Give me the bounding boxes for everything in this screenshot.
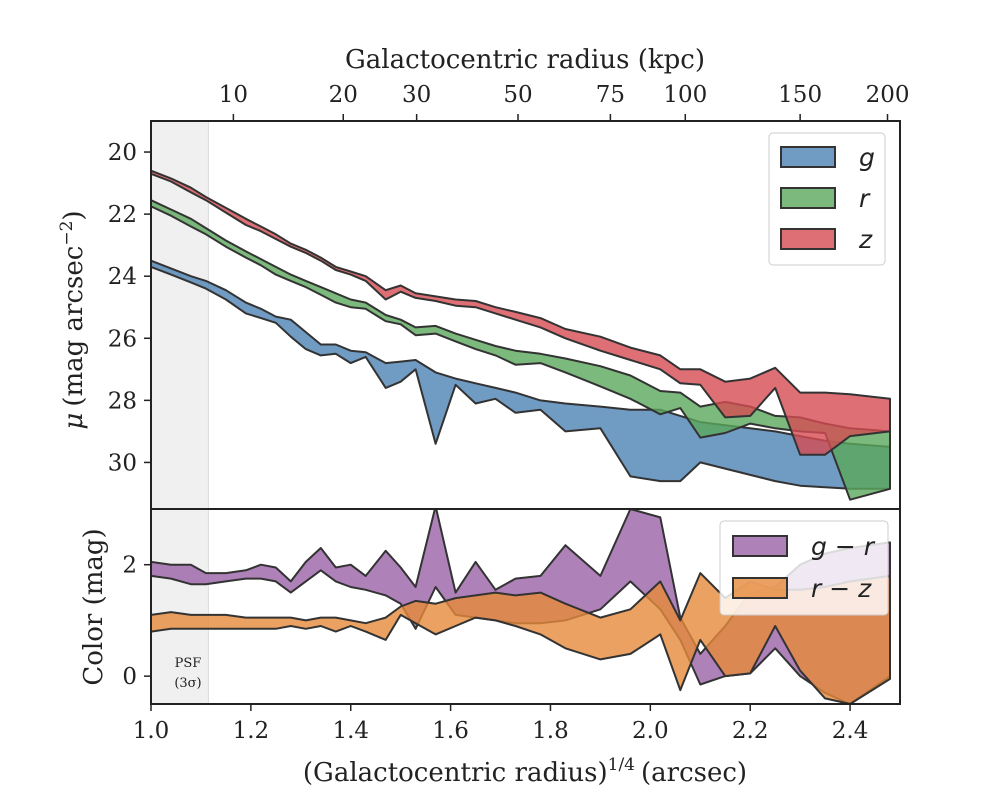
bottom-panel-frame [150, 508, 901, 705]
bottom-legend: g − r r − z [719, 520, 889, 616]
top-legend: grz [768, 132, 886, 266]
top-x-tick-label: 100 [663, 82, 707, 108]
top-x-tick-label: 150 [778, 82, 822, 108]
top-legend-swatch [780, 146, 836, 168]
top-y-axis-title-close: ) [59, 210, 89, 220]
top-legend-label: r [859, 184, 871, 213]
bottom-x-tick-label: 2.0 [632, 718, 669, 744]
psf-label-line1: PSF [175, 656, 202, 671]
top-x-tick-label: 20 [329, 82, 358, 108]
color-panel: 02 1.0 1.2 1.4 1.6 1.8 2.0 2.2 2.4 PSF (3σ) Col… [79, 508, 901, 788]
bottom-legend-swatch [732, 577, 788, 599]
bottom-y-axis-title: Color (mag) [79, 528, 109, 685]
top-legend-label: g [859, 143, 875, 172]
top-x-tick-label: 200 [866, 82, 910, 108]
bottom-x-tick-label: 1.2 [233, 718, 270, 744]
top-y-tick-label: 24 [108, 264, 137, 290]
bottom-y-tick-label: 2 [122, 553, 137, 579]
top-x-tick-label: 30 [402, 82, 431, 108]
top-y-tick-label: 30 [108, 450, 137, 476]
top-legend-label: z [858, 225, 873, 254]
top-series-band-2 [150, 199, 891, 501]
bottom-legend-swatch [732, 535, 788, 557]
bottom-x-axis-title-unit: (arcsec) [641, 758, 747, 788]
top-x-tick-label: 50 [503, 82, 532, 108]
bottom-x-axis-title-exponent: 1/4 [608, 755, 635, 775]
bottom-legend-items: g − r r − z [732, 532, 876, 603]
bottom-legend-label: r − z [811, 574, 872, 603]
top-y-tick-label: 28 [108, 388, 137, 414]
bottom-x-tick-label: 2.2 [732, 718, 769, 744]
top-series-band-3 [150, 169, 891, 456]
top-y-tick-label: 20 [108, 140, 137, 166]
top-panel-psf-region [151, 121, 209, 509]
bottom-x-axis-title: (Galactocentric radius)1/4 (arcsec) [303, 755, 747, 788]
bottom-series-band-2 [151, 572, 891, 704]
surface-brightness-panel: 20 22 24 26 28 30 10 20 30 50 75 100 150 200 Galacto… [57, 45, 910, 510]
bottom-panel-psf-region [151, 509, 209, 704]
bottom-x-axis-title-main: (Galactocentric radius) [303, 758, 608, 788]
bottom-x-tick-label: 1.6 [432, 718, 469, 744]
top-x-tick-label: 10 [219, 82, 248, 108]
top-y-ticks: 20 22 24 26 28 30 [108, 140, 151, 476]
bottom-legend-label: g − r [811, 532, 876, 561]
bottom-x-tick-label: 1.4 [332, 718, 369, 744]
top-x-ticks-kpc: 10 20 30 50 75 100 150 200 [219, 82, 910, 121]
bottom-y-tick-label: 0 [122, 664, 137, 690]
bottom-y-ticks: 02 [122, 553, 151, 690]
top-y-tick-label: 22 [108, 202, 137, 228]
top-legend-swatch [780, 228, 836, 250]
bottom-x-tick-label: 2.4 [832, 718, 869, 744]
top-series-group [150, 169, 891, 501]
top-legend-swatch [780, 187, 836, 209]
top-x-tick-label: 75 [596, 82, 625, 108]
top-y-tick-label: 26 [108, 326, 137, 352]
bottom-series-group [151, 509, 891, 704]
bottom-x-tick-label: 1.0 [133, 718, 170, 744]
psf-label-line2: (3σ) [174, 676, 201, 691]
top-y-axis-title-exponent: −2 [57, 221, 77, 246]
top-legend-items: grz [780, 143, 875, 254]
bottom-x-tick-label: 1.8 [532, 718, 569, 744]
top-x-axis-title: Galactocentric radius (kpc) [345, 45, 705, 75]
bottom-x-ticks: 1.0 1.2 1.4 1.6 1.8 2.0 2.2 2.4 [133, 704, 869, 744]
top-y-axis-title: μ (mag arcsec−2) [57, 210, 89, 429]
top-y-axis-title-unit: (mag arcsec [59, 246, 89, 407]
top-y-axis-title-mu: μ [59, 413, 89, 430]
